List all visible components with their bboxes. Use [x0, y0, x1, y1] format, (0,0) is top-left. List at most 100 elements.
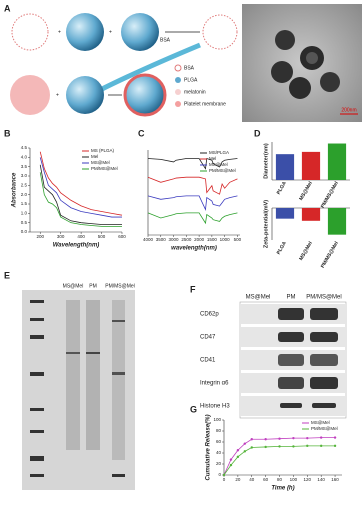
- lane-label: PM/MS@Mel: [306, 295, 341, 301]
- panel-label: G: [190, 404, 197, 414]
- panel-label: B: [4, 128, 11, 138]
- point: [264, 445, 267, 449]
- point: [333, 444, 337, 448]
- x-tick-label: 1000: [220, 237, 231, 242]
- series-line: [39, 164, 122, 225]
- y-tick-label: 3.0: [21, 173, 28, 178]
- y-tick-label: 20: [216, 461, 222, 466]
- y-tick-label: 4.0: [21, 155, 28, 160]
- category-label: MS@Mel: [298, 240, 314, 261]
- x-tick-label: 3500: [156, 237, 167, 242]
- lane-label: MS@Mel: [246, 295, 271, 301]
- panel-label: A: [4, 3, 11, 13]
- series-line: [147, 212, 238, 225]
- point: [236, 455, 240, 459]
- x-tick-label: 20: [235, 477, 241, 482]
- lane-label: PM: [89, 283, 97, 289]
- bar: [327, 143, 347, 180]
- x-tick-label: 2000: [194, 237, 205, 242]
- category-label: MS@Mel: [298, 180, 314, 201]
- x-tick-label: 200: [36, 234, 44, 239]
- legend-label: Mel: [209, 156, 216, 161]
- y-axis-label: Zeta-potential(mV): [263, 200, 269, 248]
- plus: +: [109, 29, 112, 35]
- point: [292, 445, 295, 448]
- legend-label: PM/MS@Mel: [311, 426, 338, 431]
- legend-label: Mel: [91, 154, 98, 159]
- category-label: PM/MS@Mel: [320, 180, 340, 209]
- y-tick-label: 3.5: [21, 164, 28, 169]
- x-tick-label: 1500: [207, 237, 218, 242]
- y-tick-label: 0.5: [21, 220, 28, 225]
- plus: +: [58, 29, 61, 35]
- panel-label: E: [4, 270, 10, 280]
- bar: [327, 208, 347, 235]
- big-arrow: [98, 42, 201, 93]
- legend-label: MS (PLGA): [91, 148, 115, 153]
- x-tick-label: 400: [77, 234, 85, 239]
- row-label: Integrin α6: [200, 381, 229, 387]
- point: [229, 458, 233, 461]
- x-tick-label: 500: [98, 234, 106, 239]
- y-tick-label: 2.0: [21, 192, 28, 197]
- point: [278, 445, 281, 448]
- lane-label: PM: [287, 295, 296, 301]
- coated-sphere: [123, 73, 167, 117]
- point: [278, 437, 281, 440]
- x-axis-label: Wavelength(nm): [53, 243, 100, 249]
- y-tick-label: 0: [218, 472, 221, 477]
- y-tick-label: 1.5: [21, 201, 28, 206]
- plus: +: [56, 92, 59, 98]
- x-tick-label: 3000: [169, 237, 180, 242]
- legend-icon: [175, 89, 181, 95]
- point: [333, 436, 337, 439]
- legend-label: MS@Mel: [91, 160, 110, 165]
- row-label: CD47: [200, 335, 216, 341]
- panel-label: D: [254, 128, 261, 138]
- legend-label: Platelet membrane: [184, 101, 226, 107]
- series-line: [223, 445, 336, 476]
- series-line: [39, 151, 123, 216]
- point: [319, 444, 323, 448]
- legend-icon: [174, 64, 182, 72]
- x-axis-label: Time (h): [271, 486, 294, 492]
- y-tick-label: 60: [216, 439, 222, 444]
- tem-image: 200nm: [242, 4, 362, 122]
- point: [243, 442, 247, 445]
- point: [264, 438, 267, 441]
- legend-label: MS@Mel: [311, 420, 330, 425]
- legend-label: PM/MS@Mel: [91, 166, 118, 171]
- x-tick-label: 140: [317, 477, 325, 482]
- series-line: [147, 176, 238, 195]
- platelet-membrane: [10, 75, 50, 115]
- legend-label: PM/MS@Mel: [209, 168, 236, 173]
- x-tick-label: 120: [304, 477, 312, 482]
- bar: [301, 151, 321, 180]
- bar: [275, 208, 295, 219]
- point: [229, 463, 233, 467]
- y-tick-label: 80: [216, 428, 222, 433]
- lane-label: PM/MS@Mel: [105, 283, 135, 289]
- legend-label: MS/PLGA: [209, 150, 229, 155]
- row-label: Histone H3: [200, 404, 230, 410]
- legend-label: PLGA: [184, 77, 198, 83]
- category-label: PLGA: [276, 240, 288, 255]
- bar: [301, 208, 321, 221]
- x-tick-label: 80: [277, 477, 283, 482]
- bsa-sphere: [11, 13, 49, 51]
- x-tick-label: 600: [118, 234, 126, 239]
- x-tick-label: 2500: [181, 237, 192, 242]
- legend-icon: [175, 101, 181, 107]
- scale-bar-label: 200nm: [341, 107, 356, 113]
- x-tick-label: 100: [290, 477, 298, 482]
- point: [292, 436, 295, 440]
- y-tick-label: 1.0: [21, 211, 28, 216]
- point: [243, 450, 247, 453]
- arrow-label: BSA: [160, 37, 171, 43]
- category-label: PLGA: [276, 180, 288, 195]
- legend-label: melatonin: [184, 89, 206, 95]
- x-tick-label: 0: [223, 477, 226, 482]
- legend-label: MS@Mel: [209, 162, 228, 167]
- series-line: [147, 195, 238, 211]
